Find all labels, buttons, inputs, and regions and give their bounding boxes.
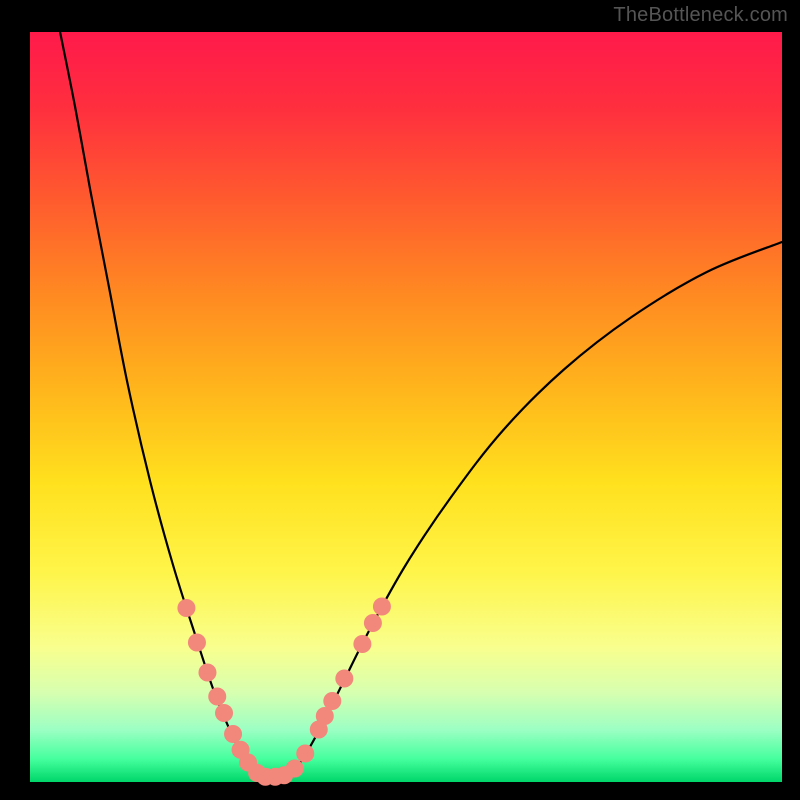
bottleneck-curve: [60, 32, 782, 778]
marker-point: [373, 598, 391, 616]
marker-point: [353, 635, 371, 653]
marker-point: [296, 745, 314, 763]
marker-point: [198, 664, 216, 682]
chart-stage: TheBottleneck.com: [0, 0, 800, 800]
marker-point: [224, 725, 242, 743]
marker-point: [177, 599, 195, 617]
marker-point: [335, 670, 353, 688]
marker-point: [364, 614, 382, 632]
watermark-text: TheBottleneck.com: [613, 4, 788, 27]
marker-point: [208, 688, 226, 706]
marker-point: [188, 634, 206, 652]
bottleneck-chart: [30, 32, 782, 782]
marker-point: [286, 760, 304, 778]
marker-point: [215, 704, 233, 722]
plot-area: [30, 32, 782, 782]
marker-point: [323, 692, 341, 710]
